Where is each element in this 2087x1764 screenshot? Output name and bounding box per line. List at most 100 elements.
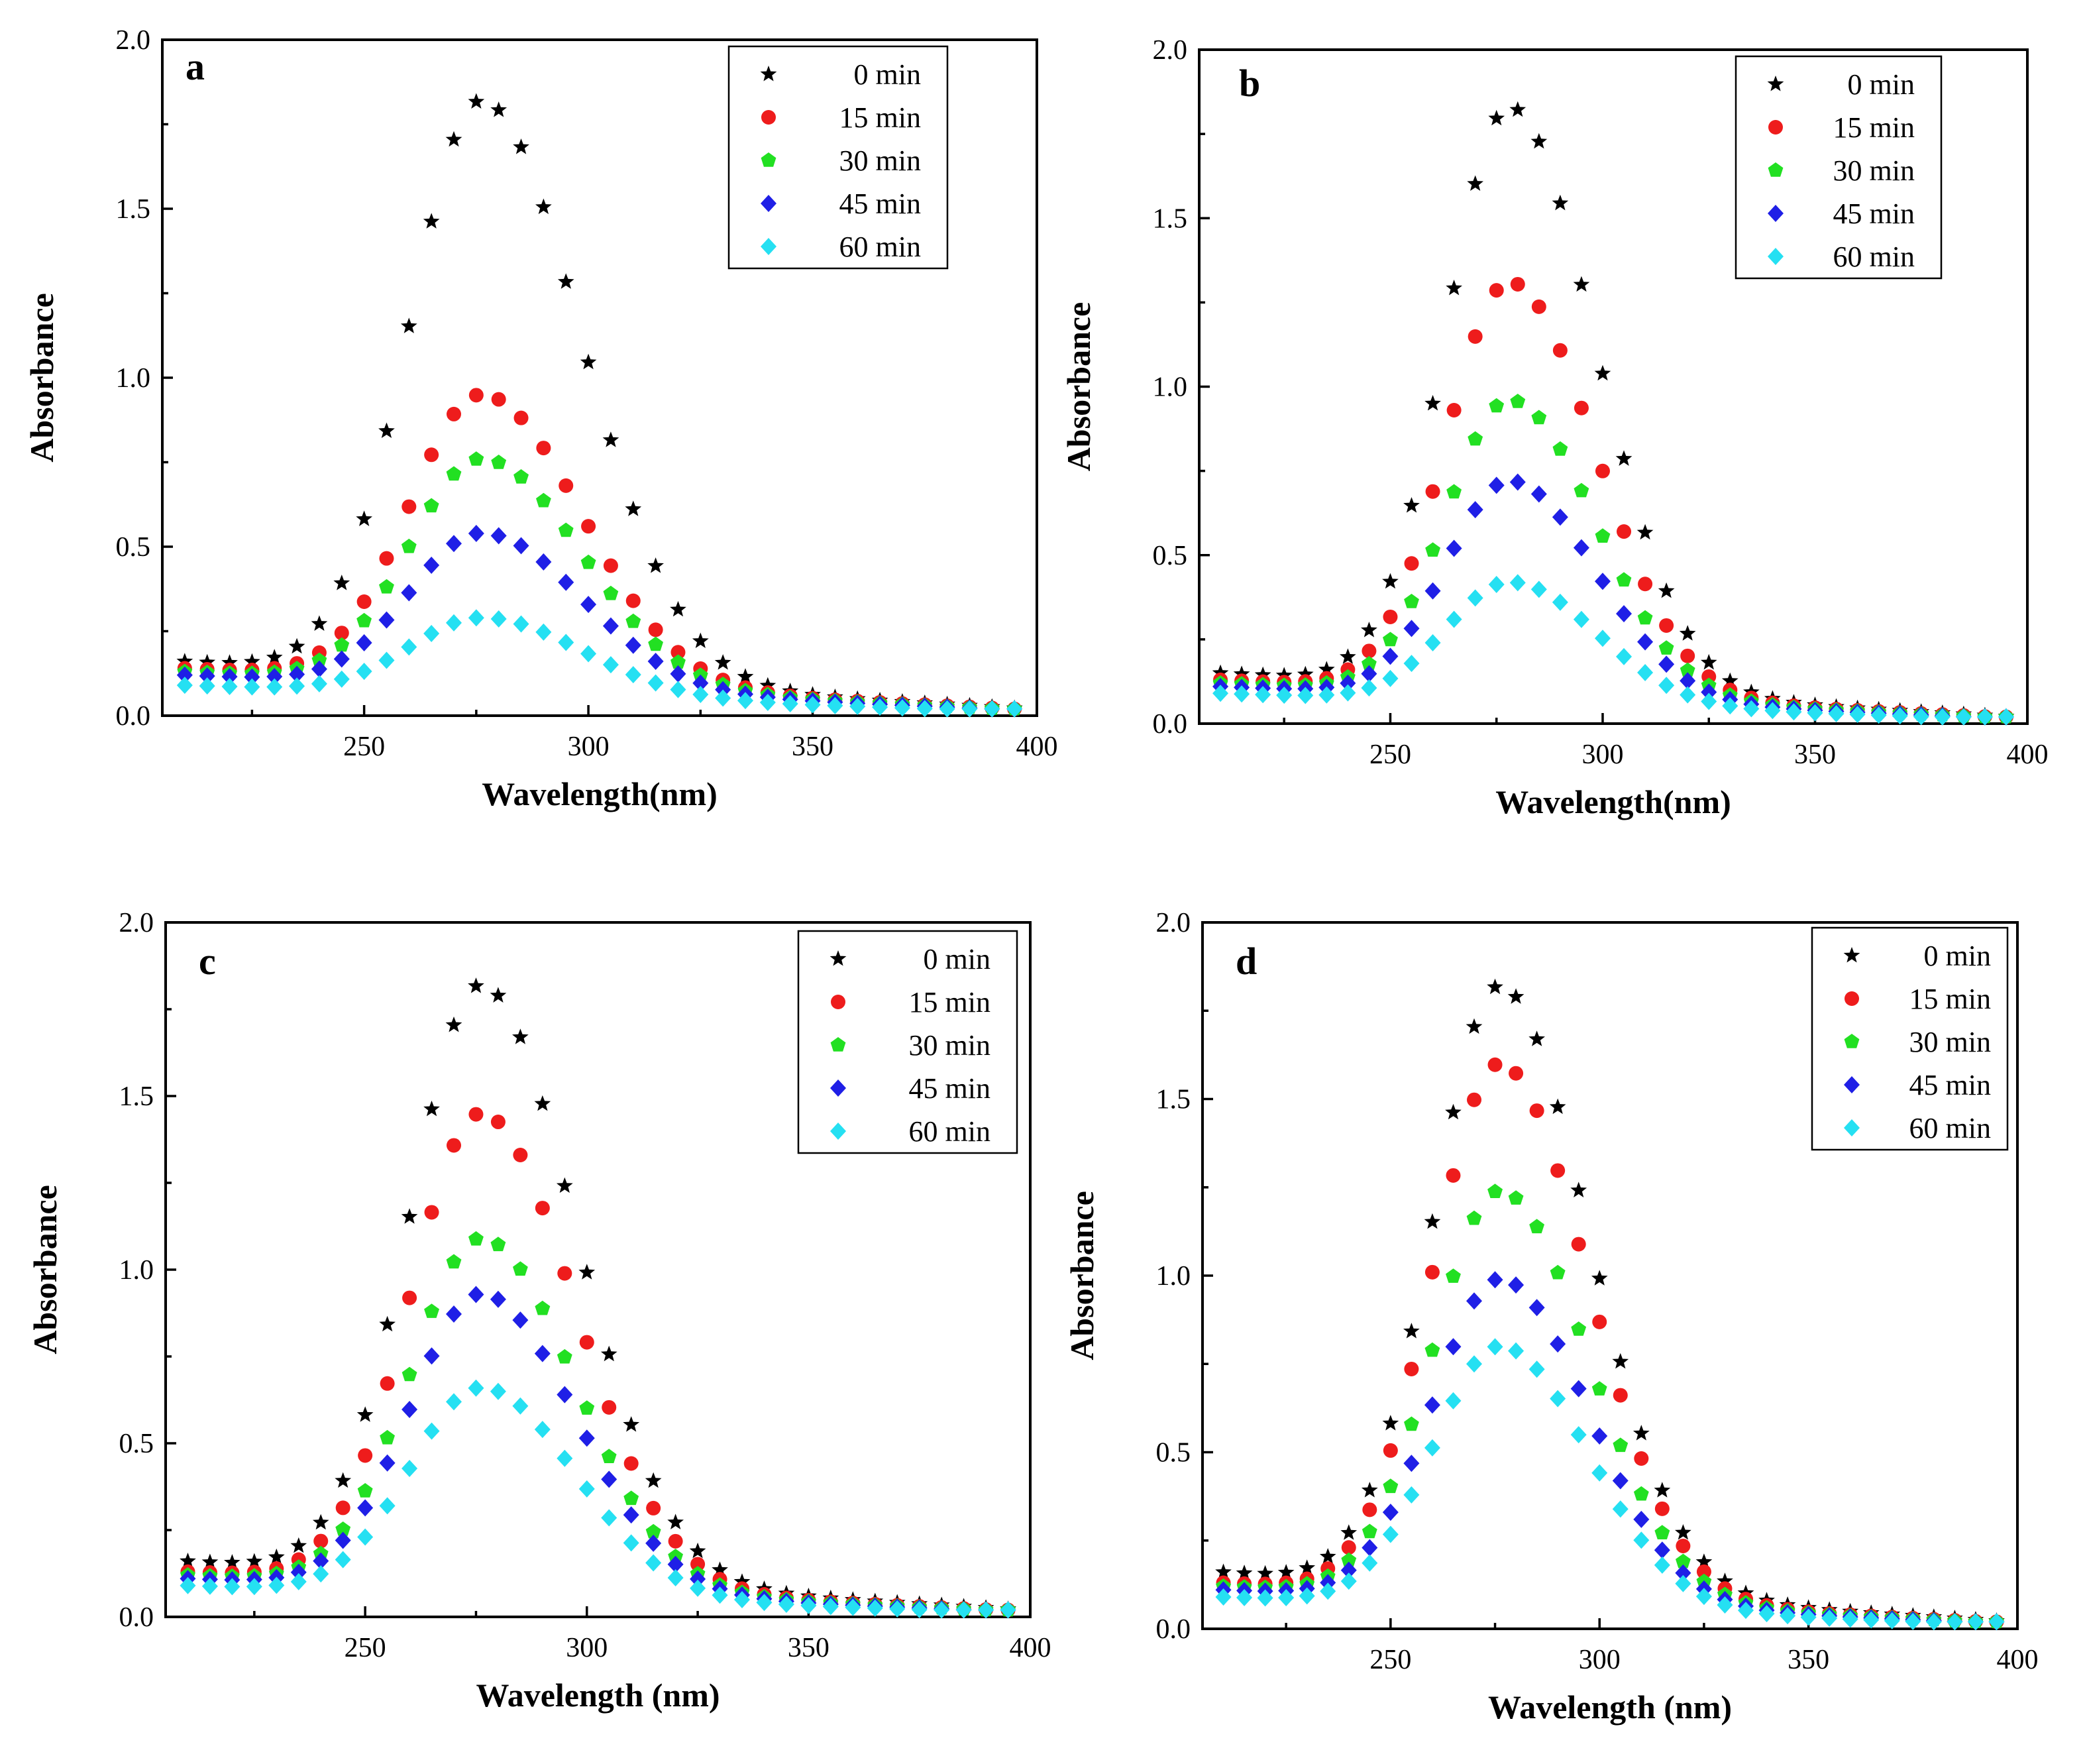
data-point xyxy=(733,1573,751,1589)
data-point xyxy=(1362,1523,1377,1539)
data-point xyxy=(447,406,461,421)
data-point xyxy=(648,622,663,637)
data-point xyxy=(1613,1388,1628,1403)
data-point xyxy=(1446,1168,1461,1183)
data-point xyxy=(423,498,439,513)
data-point xyxy=(490,1382,506,1400)
series-30-min xyxy=(1212,394,2014,724)
data-point xyxy=(1340,1572,1357,1590)
data-point xyxy=(1383,609,1398,624)
data-point xyxy=(1508,1276,1525,1294)
data-point xyxy=(313,1565,329,1583)
data-point xyxy=(557,1386,573,1404)
data-point xyxy=(1570,1182,1587,1197)
data-point xyxy=(201,1577,218,1595)
data-point xyxy=(536,441,551,456)
data-point xyxy=(335,1551,351,1569)
legend-marker xyxy=(761,152,776,167)
data-point xyxy=(446,1254,462,1269)
data-point xyxy=(400,317,417,333)
data-point xyxy=(1800,1608,1817,1626)
data-point xyxy=(378,422,395,438)
data-point xyxy=(646,1500,661,1516)
data-point xyxy=(1616,647,1632,665)
data-point xyxy=(379,1315,396,1332)
data-point xyxy=(313,1533,329,1549)
data-point xyxy=(424,1205,439,1220)
data-point xyxy=(1654,1541,1670,1559)
data-point xyxy=(490,987,507,1003)
data-point xyxy=(335,1531,351,1549)
data-point xyxy=(623,1506,639,1524)
y-tick-label: 1.0 xyxy=(1156,1261,1191,1292)
data-point xyxy=(690,1557,706,1572)
data-point xyxy=(1758,1605,1775,1623)
data-point xyxy=(180,1576,196,1594)
data-point xyxy=(1446,539,1462,557)
data-point xyxy=(1425,542,1440,557)
data-point xyxy=(715,689,731,707)
series-60-min xyxy=(1215,1338,2005,1631)
data-point xyxy=(778,1595,794,1613)
data-point xyxy=(379,1454,396,1472)
data-point xyxy=(1318,686,1335,704)
data-point xyxy=(1654,1482,1671,1498)
data-point xyxy=(1675,1574,1691,1592)
data-point xyxy=(668,1533,683,1549)
data-point xyxy=(737,668,754,684)
data-point xyxy=(625,593,641,608)
data-point xyxy=(468,1286,484,1303)
data-point xyxy=(1445,1338,1462,1356)
data-point xyxy=(401,499,417,514)
data-point xyxy=(1277,1564,1295,1580)
data-point xyxy=(1675,1524,1691,1540)
y-tick-label: 2.0 xyxy=(1156,908,1191,938)
data-point xyxy=(1362,643,1377,659)
data-point xyxy=(1637,663,1654,681)
data-point xyxy=(357,1499,374,1517)
data-point xyxy=(1884,1612,1900,1629)
data-point xyxy=(180,1553,196,1569)
data-point xyxy=(1531,299,1546,314)
data-point xyxy=(1695,1553,1713,1569)
legend-label: 30 min xyxy=(1833,154,1915,187)
data-point xyxy=(1591,1270,1608,1286)
data-point xyxy=(534,1421,551,1439)
data-point xyxy=(1529,1219,1544,1234)
data-point xyxy=(335,1500,350,1516)
data-point xyxy=(423,213,440,229)
legend-marker xyxy=(761,238,776,255)
data-point xyxy=(1466,1210,1482,1225)
legend-label: 15 min xyxy=(839,101,921,134)
data-point xyxy=(356,1406,374,1422)
data-point xyxy=(1489,398,1505,413)
data-point xyxy=(1570,1426,1587,1444)
x-axis-title: Wavelength (nm) xyxy=(476,1677,720,1714)
data-point xyxy=(1487,978,1503,995)
data-point xyxy=(513,1261,528,1276)
data-point xyxy=(1341,1540,1356,1555)
data-point xyxy=(782,694,798,712)
data-point xyxy=(513,615,529,633)
data-point xyxy=(670,681,686,698)
data-point xyxy=(1466,1018,1483,1034)
data-point xyxy=(1383,1478,1399,1494)
data-point xyxy=(734,1590,750,1608)
data-point xyxy=(690,1579,706,1597)
data-point xyxy=(647,674,664,692)
data-point xyxy=(1679,625,1696,641)
data-point xyxy=(625,613,641,628)
data-point xyxy=(689,1542,706,1559)
data-point xyxy=(1695,1588,1712,1606)
data-point xyxy=(1680,662,1695,677)
data-point xyxy=(1509,101,1526,117)
y-tick-label: 1.5 xyxy=(119,1081,154,1112)
data-point xyxy=(1552,441,1568,456)
data-point xyxy=(603,558,618,573)
legend: 0 min 15 min 30 min 45 min 60 min xyxy=(1811,926,2009,1151)
data-point xyxy=(645,1472,662,1488)
y-tick-label: 1.0 xyxy=(1153,372,1188,403)
data-point xyxy=(692,632,709,648)
data-point xyxy=(1613,1437,1629,1453)
